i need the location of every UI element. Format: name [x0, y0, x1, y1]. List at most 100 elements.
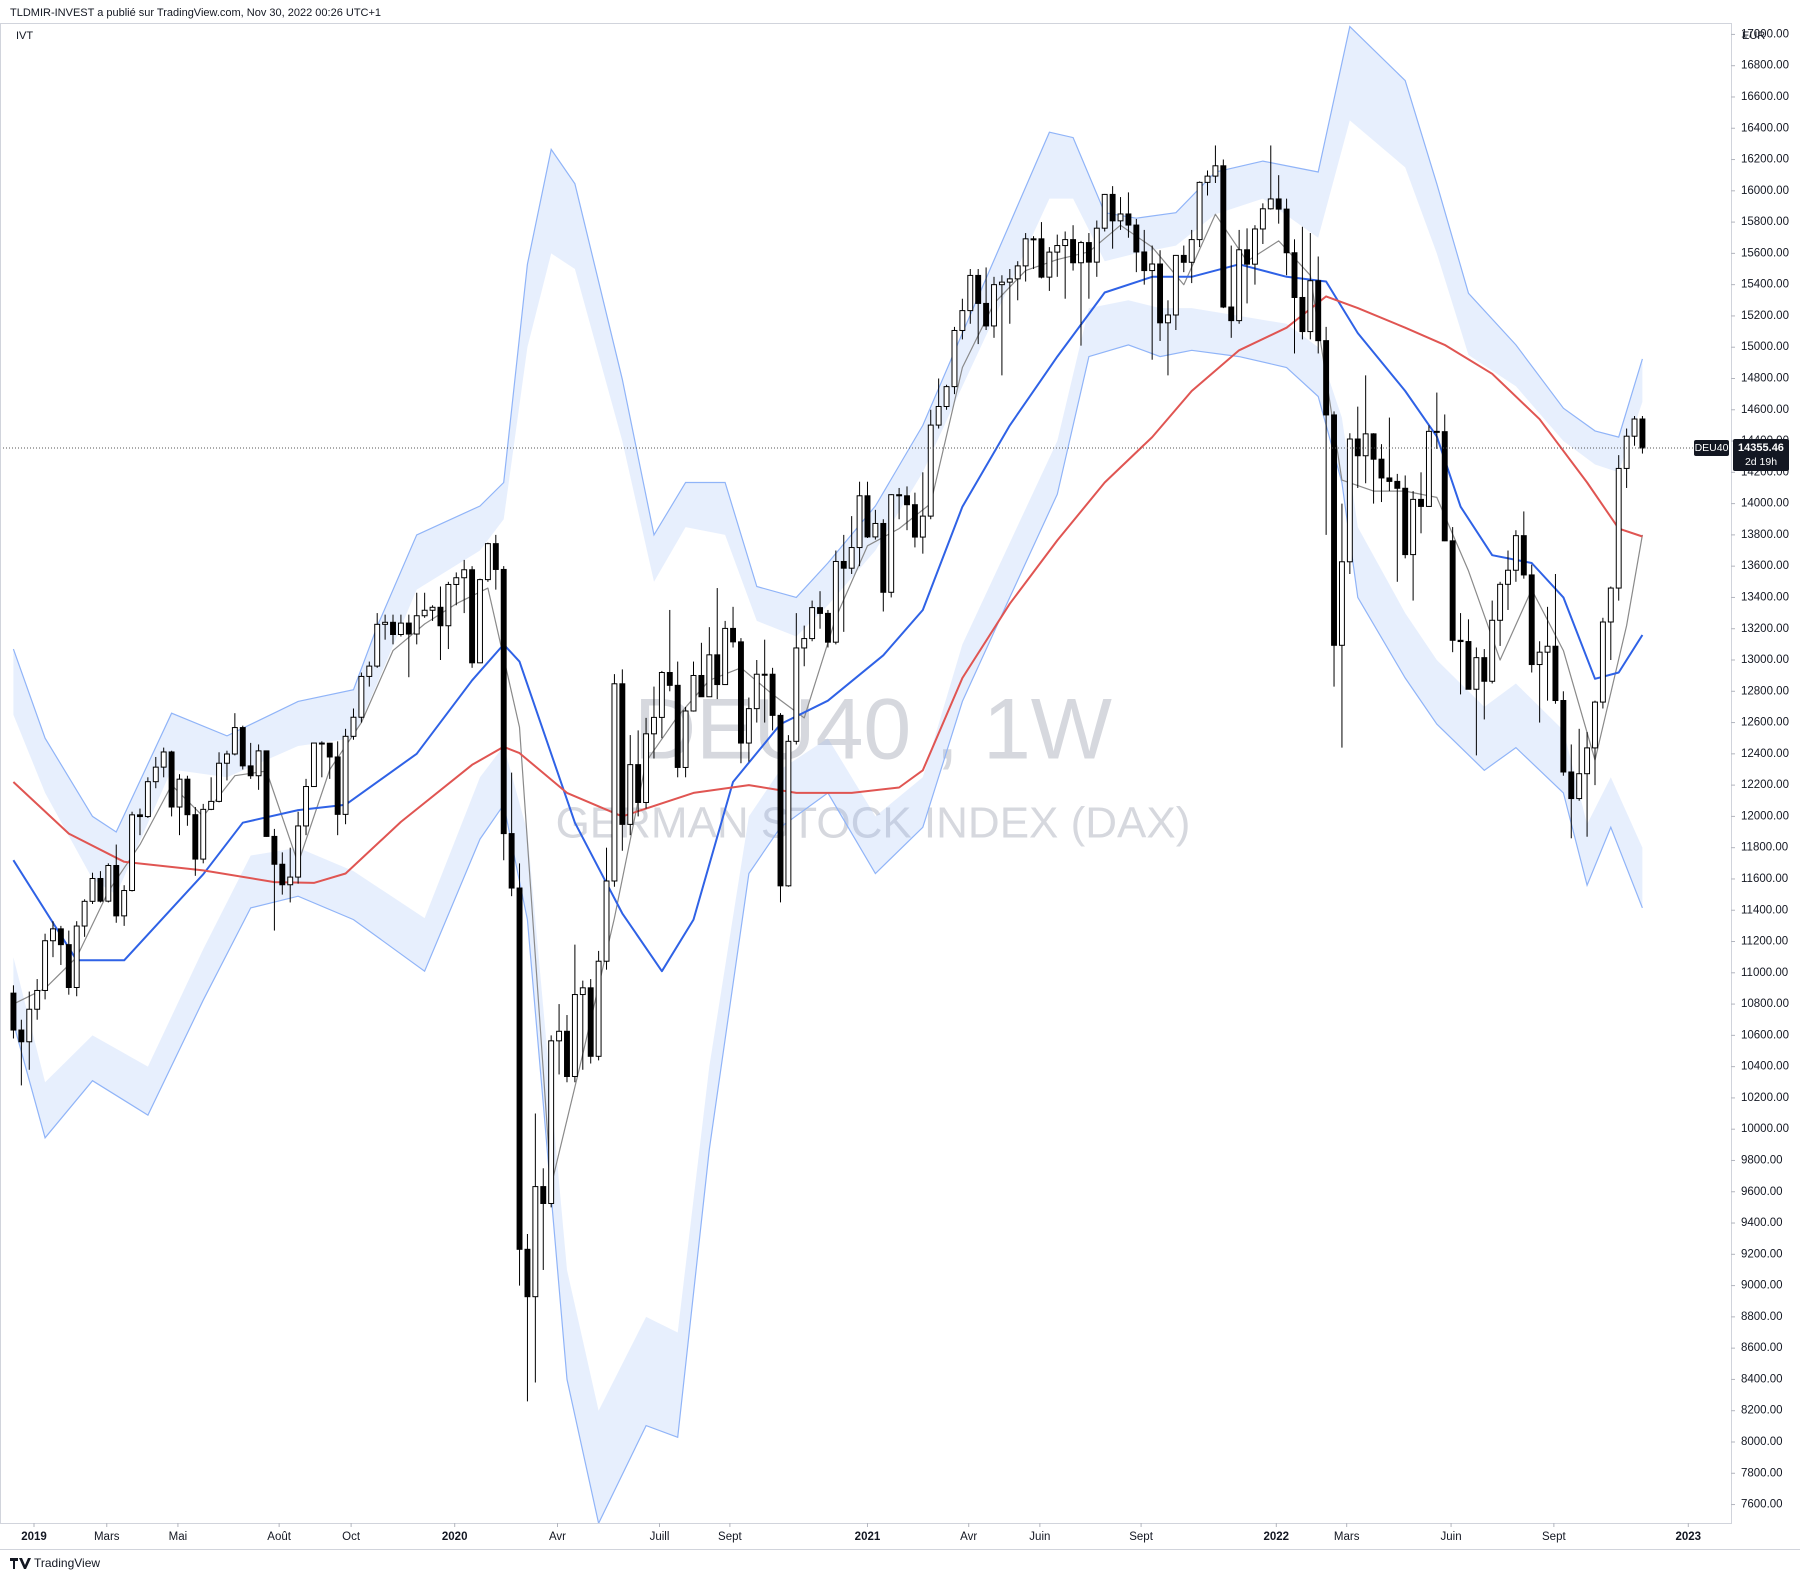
- candle-body: [1022, 238, 1029, 267]
- logo-mark: [10, 1558, 31, 1569]
- x-tick-label: 2021: [855, 1531, 881, 1543]
- y-tick-label: 11600.00: [1741, 873, 1788, 885]
- y-tick-label: 16400.00: [1741, 122, 1789, 134]
- candle-body: [674, 684, 681, 768]
- y-tick-label: 10400.00: [1741, 1061, 1789, 1073]
- candle-body: [295, 825, 302, 878]
- candle-body: [714, 654, 721, 686]
- candle-body: [548, 1040, 555, 1204]
- candle-body: [1283, 208, 1290, 254]
- y-tick-label: 7800.00: [1741, 1467, 1783, 1479]
- candle-body: [1465, 641, 1472, 690]
- candle-body: [326, 742, 333, 758]
- candle-body: [1070, 239, 1077, 264]
- candle-body: [1354, 438, 1361, 457]
- candle-body: [1552, 645, 1559, 702]
- candle-body: [239, 727, 246, 767]
- candle-body: [1560, 700, 1567, 773]
- candle-body: [1054, 245, 1061, 253]
- candle-body: [983, 302, 990, 327]
- candle-body: [89, 877, 96, 902]
- candle-body: [469, 569, 476, 664]
- candle-body: [34, 989, 41, 1010]
- candle-body: [1599, 621, 1606, 703]
- y-tick-label: 11000.00: [1741, 967, 1788, 979]
- band-line: [12, 25, 1643, 833]
- candle-body: [1117, 213, 1124, 222]
- candle-body: [1093, 227, 1100, 263]
- candle-body: [1346, 438, 1353, 563]
- candle-body: [753, 673, 760, 710]
- candle-body: [65, 944, 72, 988]
- candle-body: [635, 764, 642, 803]
- candle-body: [911, 504, 918, 538]
- y-tick-label: 10000.00: [1741, 1123, 1789, 1135]
- candle-body: [880, 522, 887, 593]
- candle-body: [1568, 771, 1575, 800]
- candle-body: [809, 607, 816, 640]
- x-tick-label: Sept: [718, 1531, 742, 1543]
- logo-text: TradingView: [34, 1556, 100, 1570]
- candle-body: [1252, 228, 1258, 265]
- candle-body: [706, 654, 713, 698]
- candle-body: [184, 778, 191, 816]
- candle-body: [1402, 487, 1409, 556]
- candle-body: [1418, 498, 1424, 507]
- candle-body: [975, 274, 982, 304]
- candle-body: [1030, 238, 1037, 241]
- candle-body: [967, 274, 974, 312]
- candle-body: [1236, 249, 1243, 322]
- candle-body: [1544, 645, 1551, 653]
- plot-frame: [0, 23, 1732, 1524]
- candle-body: [453, 577, 460, 585]
- candle-body: [263, 750, 270, 837]
- candle-body: [516, 887, 523, 1250]
- candle-body: [935, 405, 942, 426]
- candle-body: [413, 615, 420, 635]
- y-tick-label: 12800.00: [1741, 685, 1789, 697]
- candle-body: [524, 1248, 531, 1298]
- candle-body: [824, 612, 831, 643]
- candle-body: [1188, 239, 1195, 263]
- candle-body: [777, 714, 784, 887]
- candle-body: [658, 672, 665, 718]
- candle-body: [556, 1030, 563, 1042]
- candle-body: [208, 800, 215, 810]
- candle-body: [991, 284, 997, 327]
- y-tick-label: 10800.00: [1741, 998, 1789, 1010]
- candle-body: [1165, 314, 1171, 324]
- currency: EUR: [1742, 30, 1765, 42]
- candle-body: [651, 716, 657, 735]
- candle-body: [1425, 430, 1432, 507]
- candle-body: [1378, 458, 1385, 479]
- candle-body: [1212, 165, 1219, 177]
- candle-body: [1331, 414, 1337, 646]
- y-tick-label: 16600.00: [1741, 91, 1789, 103]
- candle-body: [1085, 242, 1092, 263]
- candle-body: [698, 674, 705, 698]
- candle-body: [840, 560, 847, 569]
- candle-body: [643, 733, 650, 803]
- candle-body: [105, 865, 112, 902]
- y-tick-label: 8000.00: [1741, 1436, 1783, 1448]
- x-tick-label: Avr: [549, 1531, 566, 1543]
- candle-body: [927, 424, 934, 517]
- y-tick-label: 15400.00: [1741, 279, 1789, 291]
- candle-body: [682, 710, 689, 768]
- y-tick-label: 11400.00: [1741, 904, 1788, 916]
- candle-body: [595, 960, 602, 1057]
- candle-body: [1370, 433, 1377, 460]
- y-tick-label: 10200.00: [1741, 1092, 1789, 1104]
- candle-body: [113, 865, 120, 917]
- candle-body: [366, 665, 373, 677]
- candle-body: [1315, 280, 1322, 342]
- x-tick-label: Juin: [1441, 1531, 1462, 1543]
- y-tick-label: 15600.00: [1741, 247, 1789, 259]
- candle-body: [382, 621, 389, 625]
- y-tick-label: 16000.00: [1741, 185, 1789, 197]
- candle-body: [1046, 251, 1053, 278]
- candle-body: [247, 765, 254, 777]
- candle-body: [1362, 433, 1369, 457]
- candle-body: [342, 735, 349, 815]
